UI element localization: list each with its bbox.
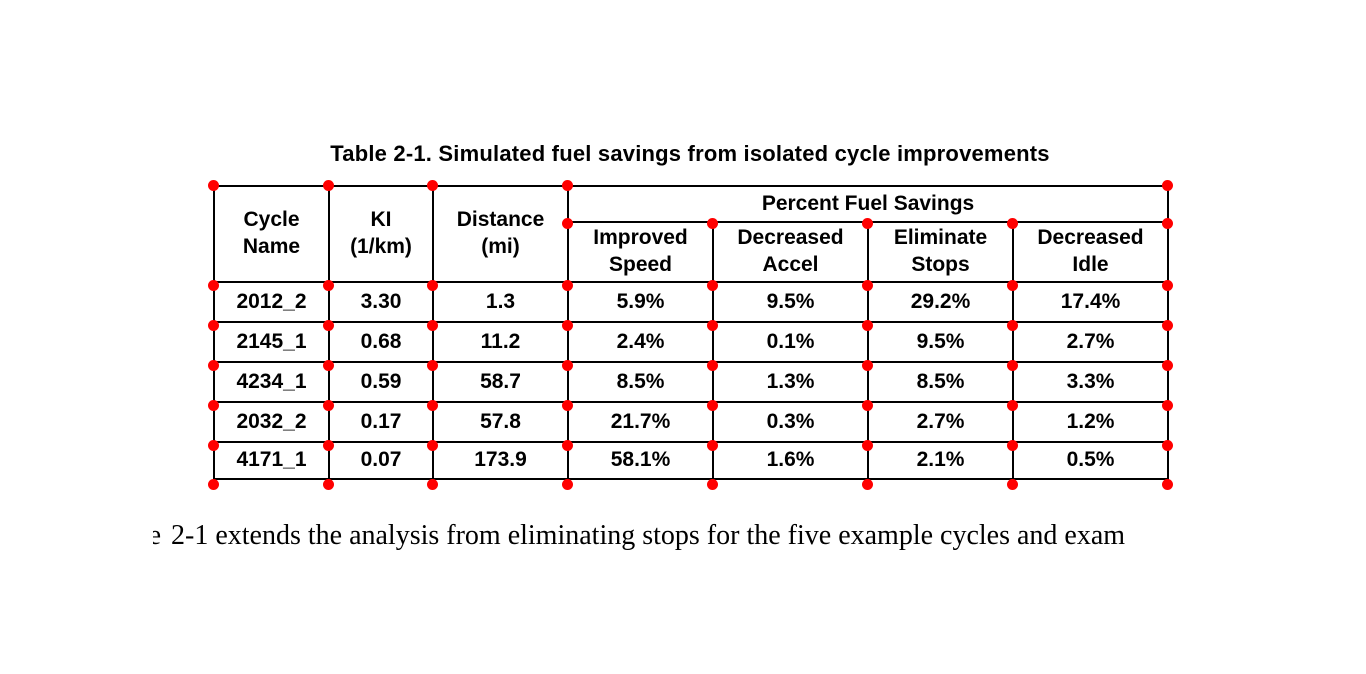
header-row-group: Cycle Name KI (1/km) Distance (mi) Perce… [213,185,1170,283]
cell-improved-speed: 21.7% [567,401,714,443]
col-header-distance: Distance (mi) [432,185,569,283]
cell-ki: 0.17 [328,401,434,443]
cell-improved-speed: 2.4% [567,321,714,363]
cell-decreased-idle: 17.4% [1011,281,1170,323]
cell-eliminate-stops: 2.7% [867,401,1014,443]
cell-ki: 3.30 [328,281,434,323]
cell-decreased-accel: 0.1% [712,321,869,363]
cell-decreased-idle: 2.7% [1011,321,1170,363]
table-row: 2032_2 0.17 57.8 21.7% 0.3% 2.7% 1.2% [213,401,1170,443]
cell-ki: 0.68 [328,321,434,363]
cell-distance: 58.7 [432,361,569,403]
cell-improved-speed: 58.1% [567,441,714,480]
cell-improved-speed: 5.9% [567,281,714,323]
cell-cycle-name: 2012_2 [213,281,330,323]
group-header-percent-fuel-savings: Percent Fuel Savings [566,185,1170,223]
grid-dot [861,478,873,490]
table-row: 4171_1 0.07 173.9 58.1% 1.6% 2.1% 0.5% [213,441,1170,480]
col-header-ki: KI (1/km) [328,185,434,283]
cell-eliminate-stops: 29.2% [867,281,1014,323]
cell-cycle-name: 4171_1 [213,441,330,480]
cell-decreased-idle: 3.3% [1011,361,1170,403]
cell-distance: 1.3 [432,281,569,323]
table-row: 2145_1 0.68 11.2 2.4% 0.1% 9.5% 2.7% [213,321,1170,363]
cell-cycle-name: 2145_1 [213,321,330,363]
cell-distance: 173.9 [432,441,569,480]
col-header-decreased-idle: Decreased Idle [1011,221,1170,283]
body-text: 2-1 extends the analysis from eliminatin… [171,520,1126,551]
cell-decreased-idle: 0.5% [1011,441,1170,480]
cell-decreased-idle: 1.2% [1011,401,1170,443]
table-title: Table 2-1. Simulated fuel savings from i… [330,141,1050,166]
cell-cycle-name: 2032_2 [213,401,330,443]
cell-ki: 0.07 [328,441,434,480]
table-row: 4234_1 0.59 58.7 8.5% 1.3% 8.5% 3.3% [213,361,1170,403]
grid-dot [426,478,438,490]
cell-cycle-name: 4234_1 [213,361,330,403]
table-row: 2012_2 3.30 1.3 5.9% 9.5% 29.2% 17.4% [213,281,1170,323]
cell-improved-speed: 8.5% [567,361,714,403]
grid-dot [706,478,718,490]
cell-eliminate-stops: 9.5% [867,321,1014,363]
cell-decreased-accel: 0.3% [712,401,869,443]
col-header-improved-speed: Improved Speed [567,221,714,283]
col-header-eliminate-stops: Eliminate Stops [867,221,1014,283]
cell-eliminate-stops: 2.1% [867,441,1014,480]
cell-decreased-accel: 1.3% [712,361,869,403]
cell-distance: 57.8 [432,401,569,443]
header-row-sub: Improved Speed Decreased Accel Eliminate… [214,221,1170,283]
cell-decreased-accel: 1.6% [712,441,869,480]
cell-decreased-accel: 9.5% [712,281,869,323]
grid-dot [207,478,219,490]
grid-dot [1006,478,1018,490]
grid-dot [1161,478,1173,490]
clipped-word-fragment: e [153,520,161,551]
fuel-savings-table: Cycle Name KI (1/km) Distance (mi) Perce… [213,185,1170,480]
cell-ki: 0.59 [328,361,434,403]
col-header-decreased-accel: Decreased Accel [712,221,869,283]
col-header-cycle-name: Cycle Name [213,185,330,283]
grid-dot [322,478,334,490]
cell-distance: 11.2 [432,321,569,363]
grid-dot [561,478,573,490]
cell-eliminate-stops: 8.5% [867,361,1014,403]
